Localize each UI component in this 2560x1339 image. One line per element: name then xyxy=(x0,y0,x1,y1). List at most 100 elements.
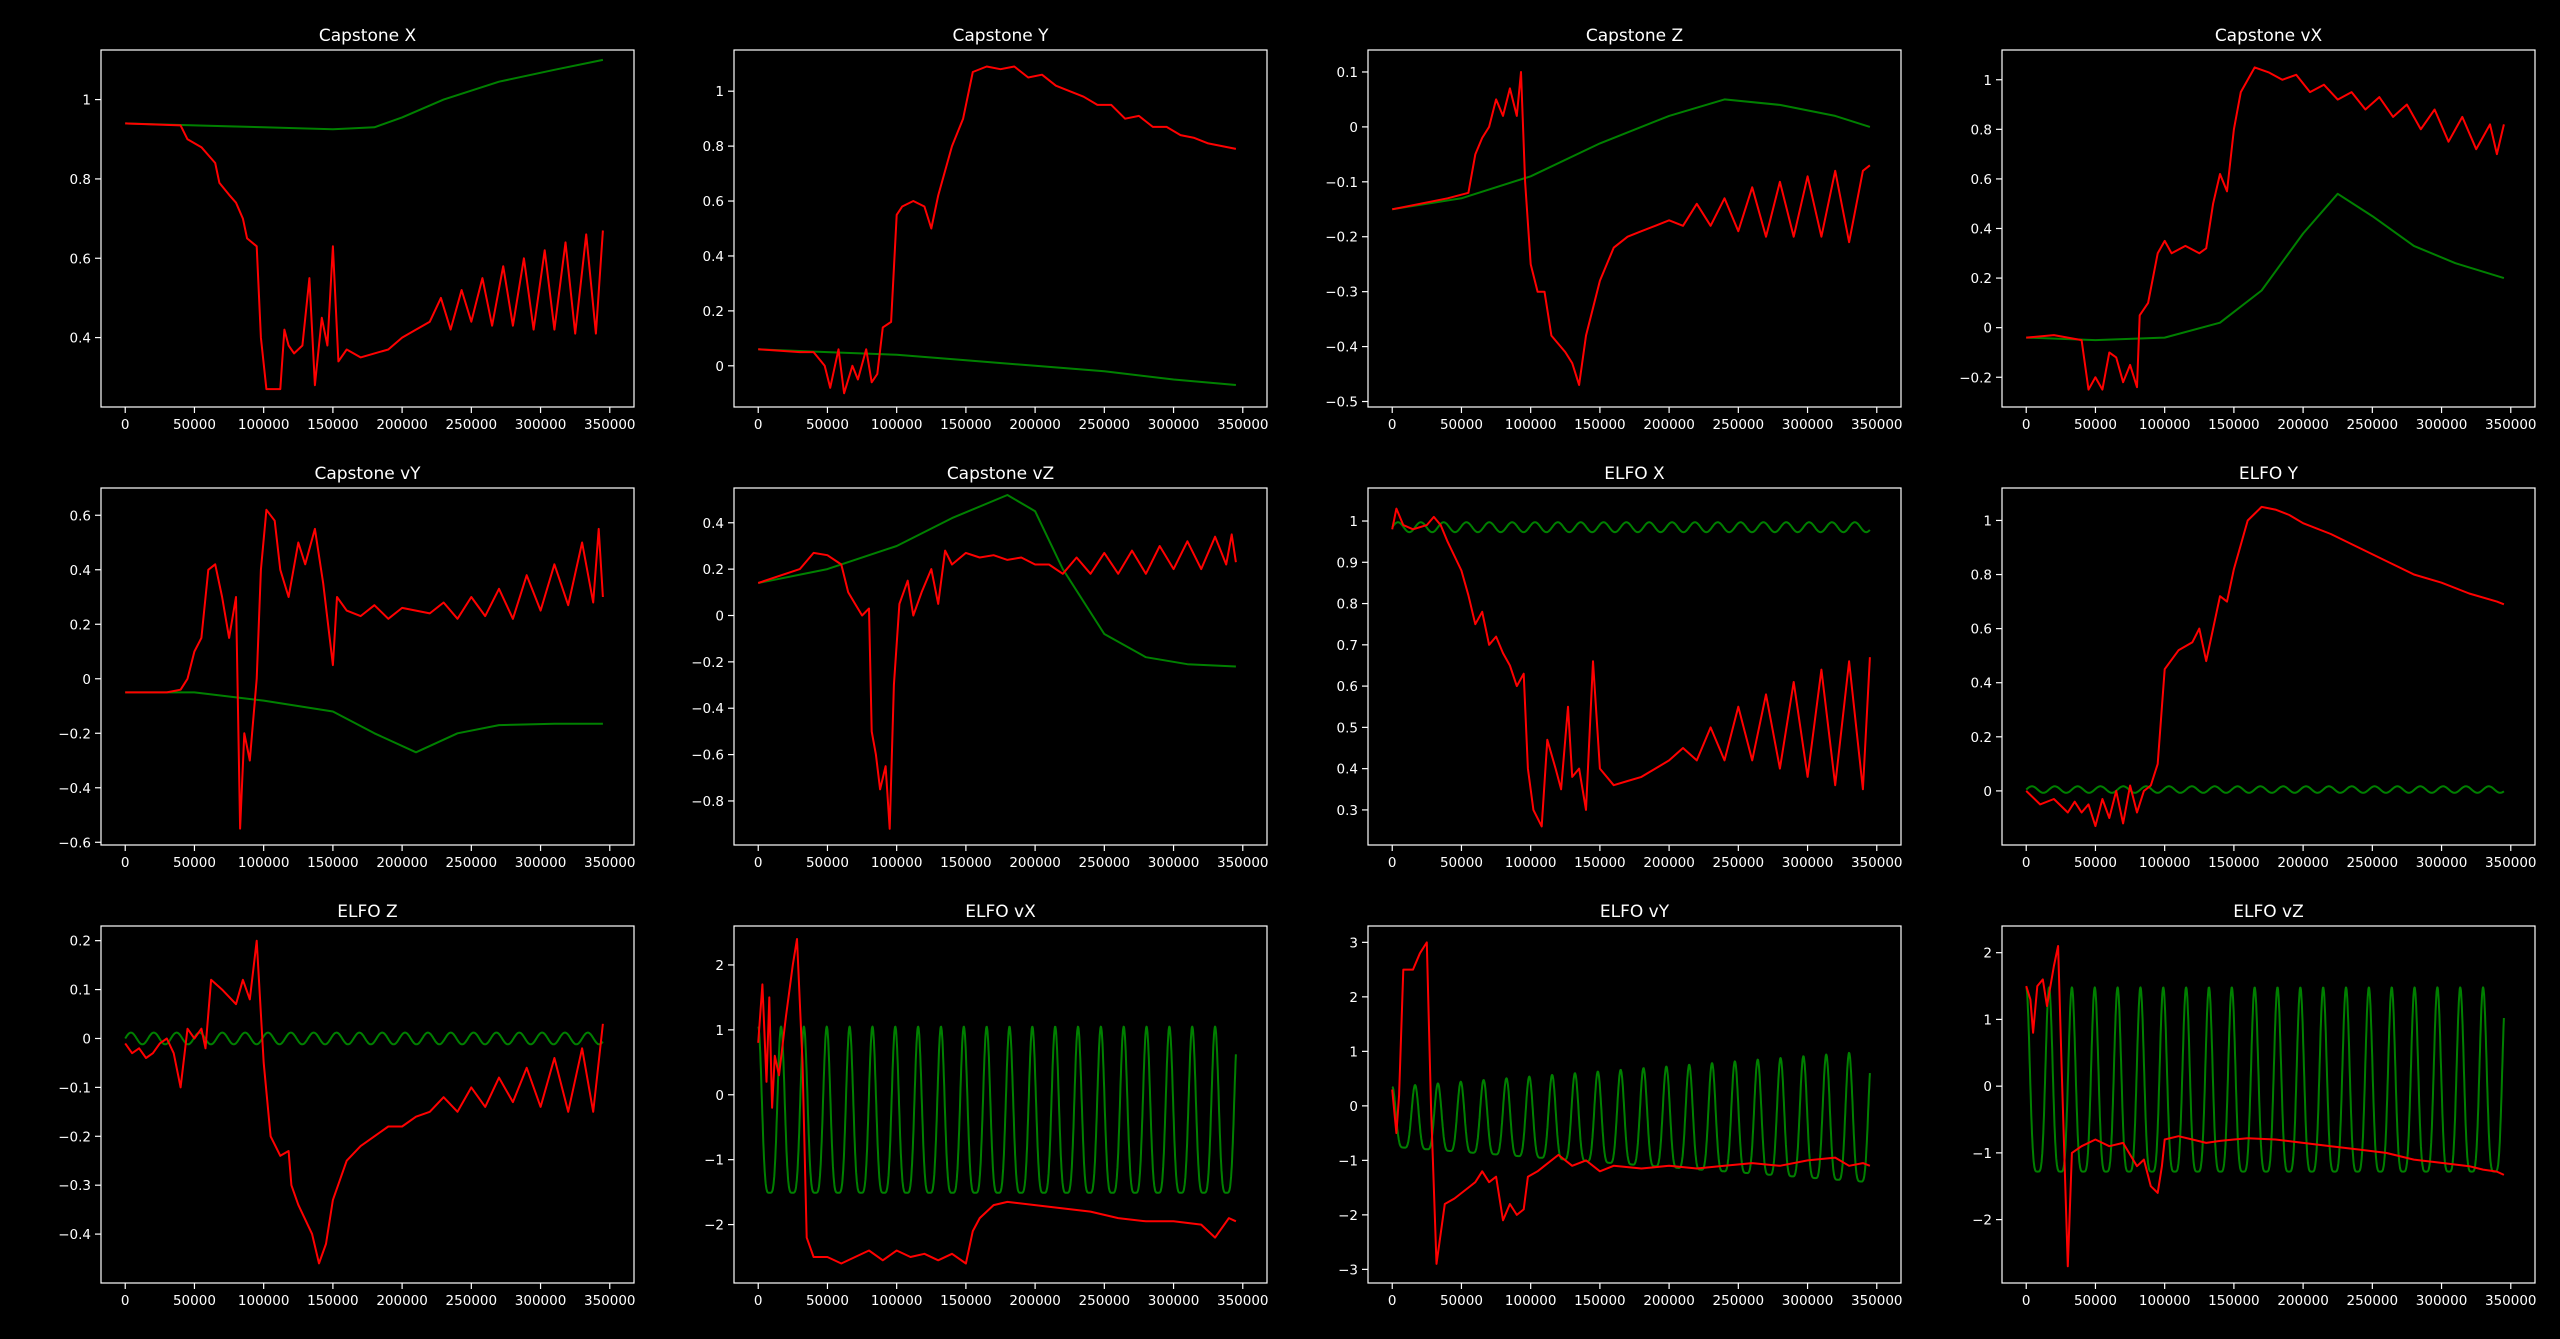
y-tick-label: 1 xyxy=(1983,73,1992,89)
chart-title: ELFO vY xyxy=(1600,902,1670,922)
x-tick-label: 350000 xyxy=(1217,1293,1269,1309)
x-tick-label: 300000 xyxy=(2416,1293,2468,1309)
y-tick-label: 1 xyxy=(1349,514,1358,530)
chart-title: ELFO Z xyxy=(337,902,397,922)
y-tick-label: −2 xyxy=(1972,1213,1992,1229)
x-tick-label: 50000 xyxy=(1440,855,1483,871)
series-line-red xyxy=(1391,507,1871,828)
x-tick-label: 100000 xyxy=(2139,417,2191,433)
y-tick-label: 0.8 xyxy=(70,172,91,188)
series-line-green xyxy=(125,58,604,131)
x-tick-label: 150000 xyxy=(307,417,359,433)
y-tick-label: 2 xyxy=(1983,946,1992,962)
chart-title: ELFO Y xyxy=(2239,464,2299,484)
x-tick-label: 250000 xyxy=(1713,855,1765,871)
x-tick-label: 0 xyxy=(121,1293,130,1309)
series-line-green xyxy=(2025,785,2505,794)
x-tick-label: 200000 xyxy=(2277,855,2329,871)
x-tick-label: 0 xyxy=(121,417,130,433)
x-tick-label: 0 xyxy=(1388,1293,1397,1309)
y-tick-label: −0.2 xyxy=(1325,230,1358,246)
series-line-red xyxy=(2025,945,2505,1268)
x-tick-label: 0 xyxy=(754,417,763,433)
y-tick-label: 0.6 xyxy=(1971,172,1992,188)
series-line-green xyxy=(1391,521,1871,534)
y-tick-label: −0.3 xyxy=(1325,285,1358,301)
x-tick-label: 50000 xyxy=(2074,1293,2117,1309)
subplot-capstone-vz: Capstone vZ 0 50000 100000 150000 200000 25000… xyxy=(691,464,1268,871)
x-tick-label: 50000 xyxy=(2074,417,2117,433)
y-tick-label: 0.1 xyxy=(70,983,91,999)
x-tick-label: 200000 xyxy=(1009,1293,1061,1309)
x-tick-label: 250000 xyxy=(1079,855,1131,871)
series-line-green xyxy=(125,691,603,754)
x-tick-label: 350000 xyxy=(2485,417,2537,433)
y-tick-label: 0 xyxy=(1983,1079,1992,1095)
x-tick-label: 200000 xyxy=(376,855,428,871)
chart-title: ELFO vZ xyxy=(2233,902,2303,922)
y-tick-label: −3 xyxy=(1338,1262,1358,1278)
x-tick-label: 250000 xyxy=(2347,855,2399,871)
x-tick-label: 150000 xyxy=(2208,417,2260,433)
chart-title: Capstone vZ xyxy=(947,464,1054,484)
y-tick-label: 0.4 xyxy=(70,563,91,579)
y-tick-label: 2 xyxy=(1349,990,1358,1006)
x-tick-label: 250000 xyxy=(1079,417,1131,433)
series-line-red xyxy=(124,939,604,1265)
y-tick-label: 0.6 xyxy=(1337,679,1358,695)
y-tick-label: 0.2 xyxy=(703,562,724,578)
y-tick-label: 2 xyxy=(715,958,724,974)
subplot-elfo-y: ELFO Y 0 50000 100000 150000 200000 250000 3000… xyxy=(1971,464,2537,871)
y-tick-label: 1 xyxy=(715,1023,724,1039)
series-line-green xyxy=(2026,192,2505,342)
x-tick-label: 150000 xyxy=(307,855,359,871)
series-line-red xyxy=(2025,505,2505,828)
x-tick-label: 300000 xyxy=(2416,417,2468,433)
subplot-elfo-vz: ELFO vZ 0 50000 100000 150000 200000 250000 300… xyxy=(1972,902,2536,1309)
x-tick-label: 200000 xyxy=(376,417,428,433)
y-tick-label: −0.4 xyxy=(691,701,724,717)
y-tick-label: 0.3 xyxy=(1337,803,1358,819)
y-tick-label: 0 xyxy=(82,672,91,688)
x-tick-label: 200000 xyxy=(1009,855,1061,871)
y-tick-label: 0.6 xyxy=(70,508,91,524)
x-tick-label: 300000 xyxy=(2416,855,2468,871)
y-tick-label: 0.8 xyxy=(703,139,724,155)
x-tick-label: 350000 xyxy=(1851,1293,1903,1309)
subplot-elfo-z: ELFO Z 0 50000 100000 150000 200000 250000 3000… xyxy=(58,902,635,1309)
x-tick-label: 200000 xyxy=(2277,1293,2329,1309)
x-tick-label: 150000 xyxy=(940,417,992,433)
y-tick-label: 0.2 xyxy=(703,304,724,320)
y-tick-label: −0.1 xyxy=(1325,175,1358,191)
chart-title: Capstone Z xyxy=(1586,26,1683,46)
series-line-green xyxy=(124,1031,604,1046)
axes-frame xyxy=(100,49,635,408)
series-line-red xyxy=(125,122,604,391)
y-tick-label: 0.4 xyxy=(1337,762,1358,778)
subplot-capstone-vx: Capstone vX 0 50000 100000 150000 200000 25000… xyxy=(1959,26,2536,433)
x-tick-label: 100000 xyxy=(871,417,923,433)
x-tick-label: 200000 xyxy=(2277,417,2329,433)
subplot-elfo-x: ELFO X 0 50000 100000 150000 200000 250000 3000… xyxy=(1337,464,1903,871)
y-tick-label: 0.4 xyxy=(70,331,91,347)
y-tick-label: 1 xyxy=(82,93,91,109)
y-tick-label: 3 xyxy=(1349,935,1358,951)
y-tick-label: 0.4 xyxy=(703,249,724,265)
x-tick-label: 50000 xyxy=(173,1293,216,1309)
subplot-elfo-vy: ELFO vY 0 50000 100000 150000 200000 250000 300… xyxy=(1338,902,1902,1309)
x-tick-label: 0 xyxy=(1388,417,1397,433)
x-tick-label: 100000 xyxy=(871,855,923,871)
x-tick-label: 300000 xyxy=(515,855,567,871)
x-tick-label: 350000 xyxy=(1217,417,1269,433)
x-tick-label: 150000 xyxy=(940,855,992,871)
x-tick-label: 50000 xyxy=(806,855,849,871)
x-tick-label: 300000 xyxy=(1782,1293,1834,1309)
x-tick-label: 100000 xyxy=(1505,417,1557,433)
x-tick-label: 0 xyxy=(2022,855,2031,871)
x-tick-label: 150000 xyxy=(307,1293,359,1309)
x-tick-label: 100000 xyxy=(2139,855,2191,871)
x-tick-label: 150000 xyxy=(1574,417,1626,433)
axes-frame xyxy=(2001,925,2536,1284)
series-line-green xyxy=(758,348,1236,386)
